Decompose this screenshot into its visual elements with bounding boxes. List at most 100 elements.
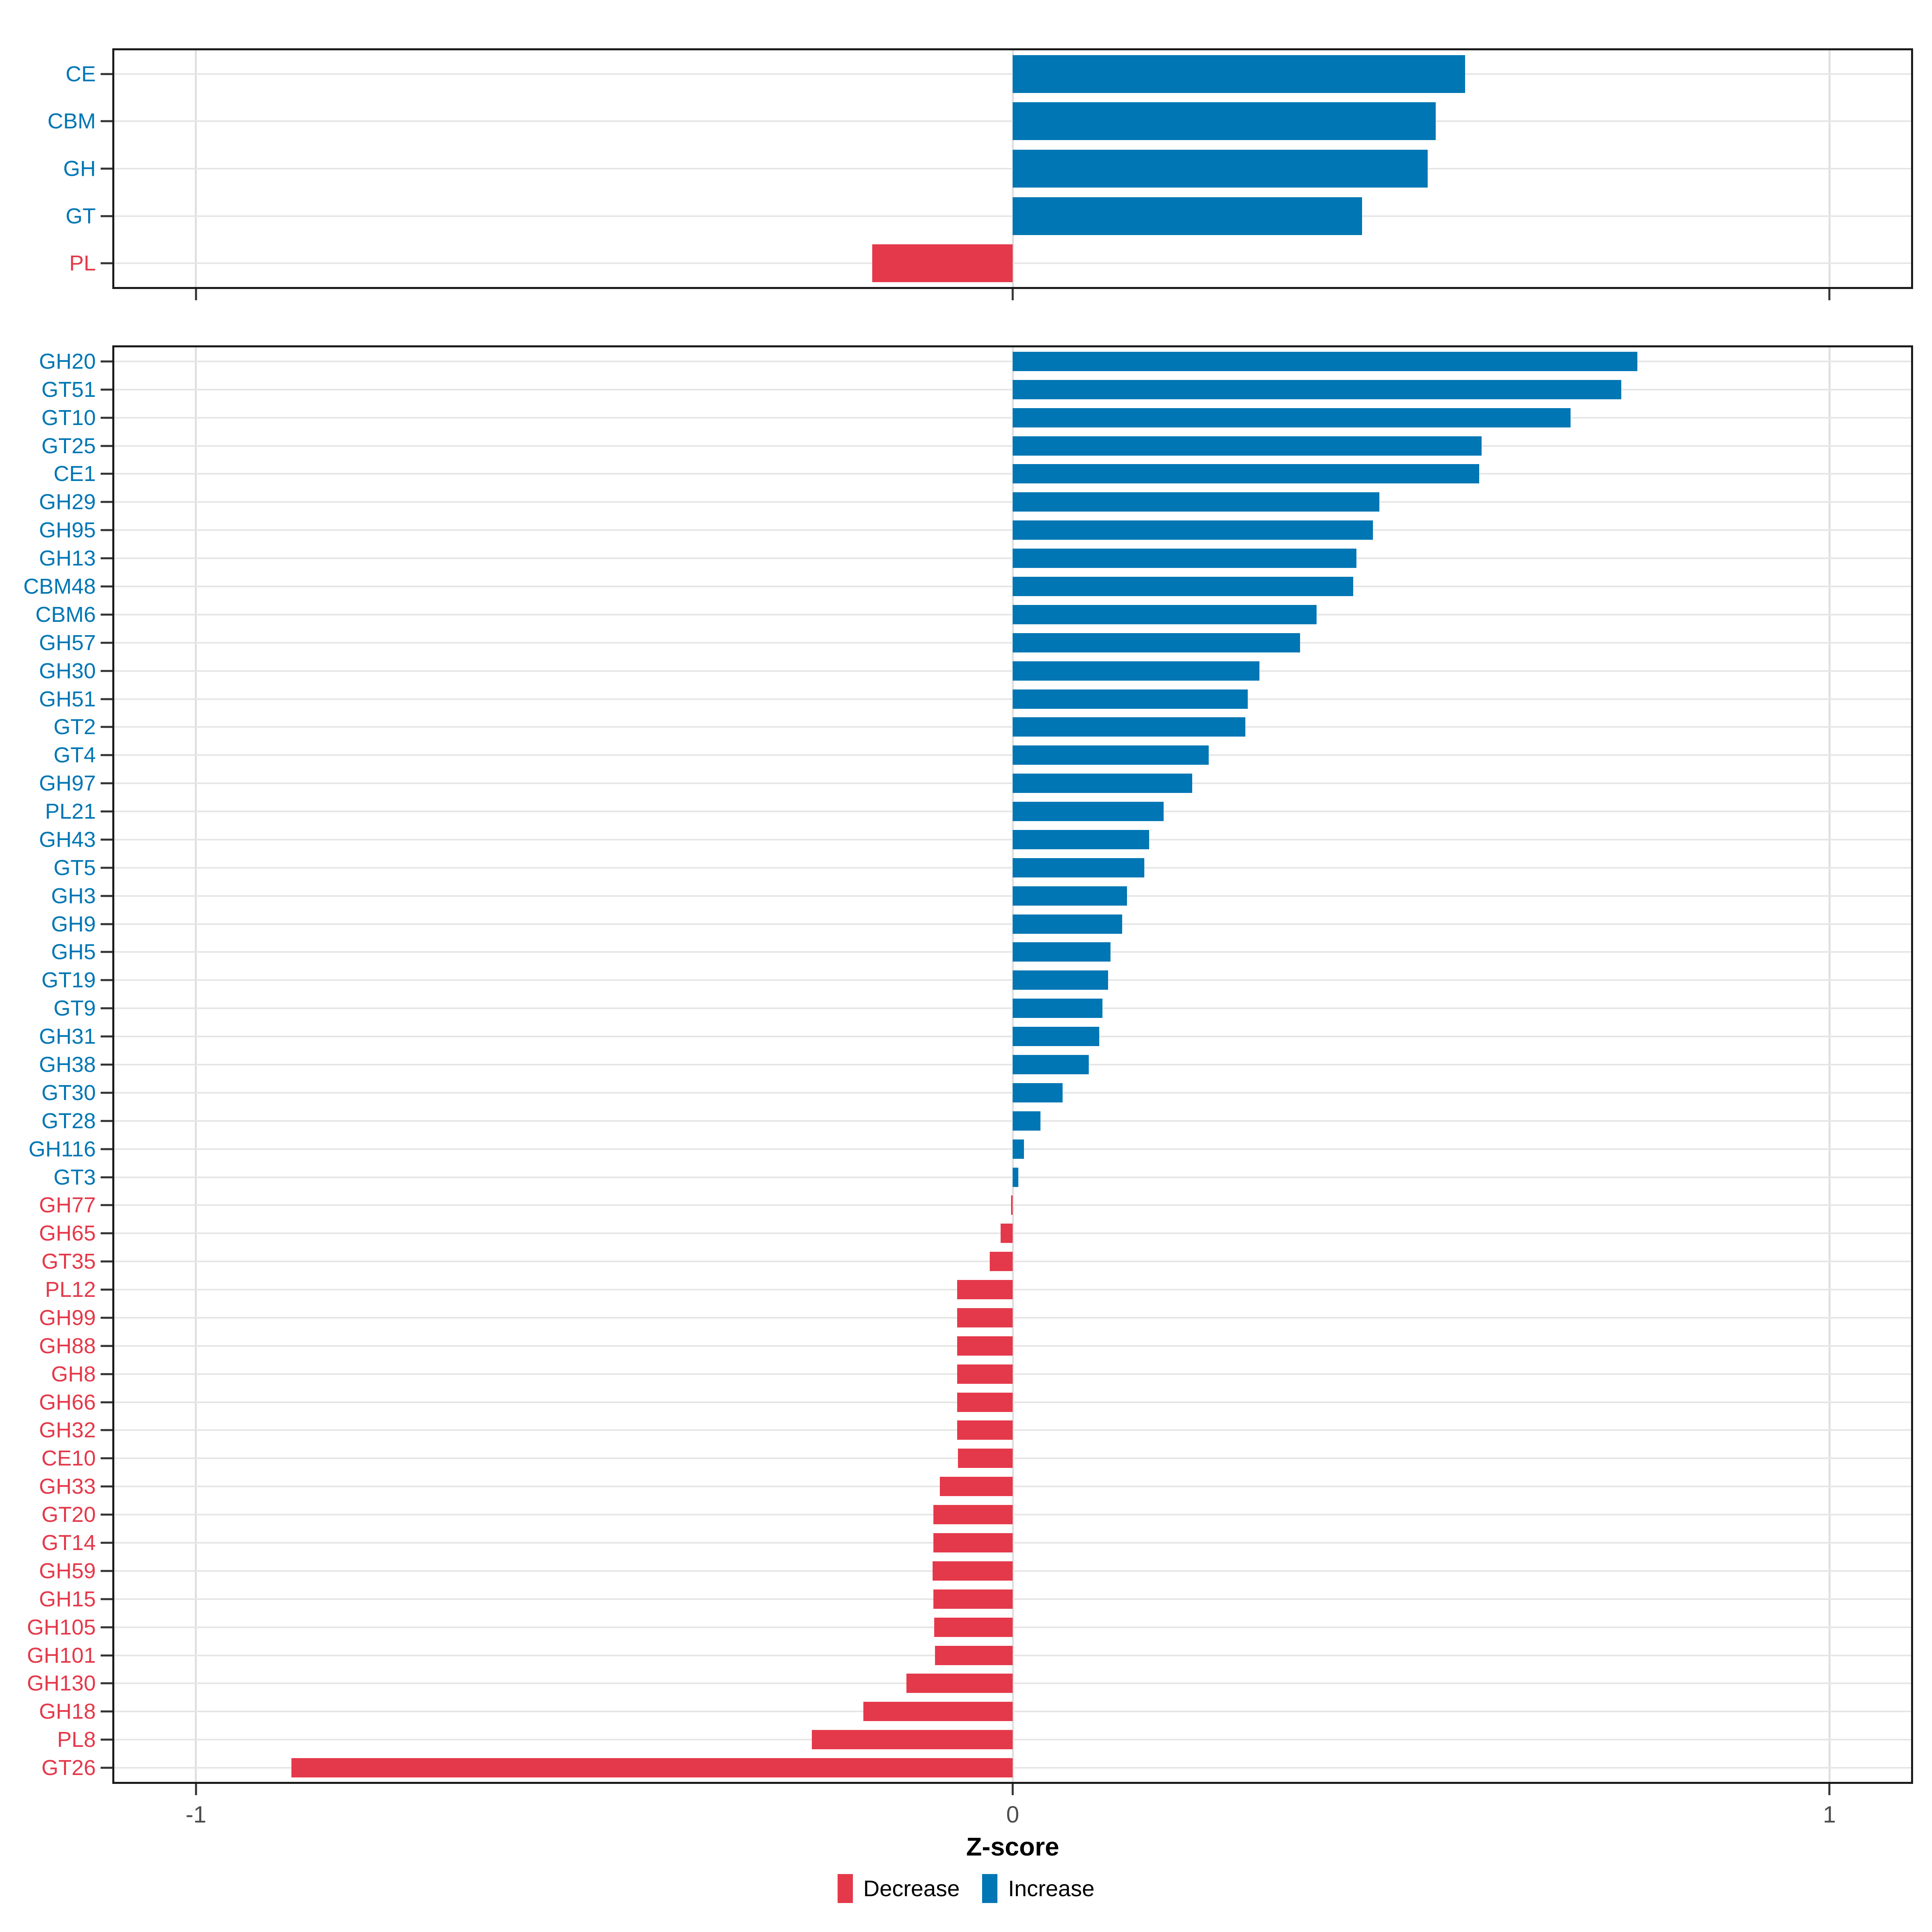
class-panel	[112, 48, 1913, 289]
gridline-row	[114, 1401, 1911, 1403]
x-tick--1	[195, 1784, 197, 1795]
bar-GH77	[1011, 1195, 1013, 1215]
category-label-GH88: GH88	[39, 1333, 96, 1358]
x-tick-label-0: 0	[1006, 1802, 1020, 1828]
bar-GT28	[1013, 1111, 1040, 1131]
y-tick-GH77	[101, 1204, 112, 1206]
y-tick-GH105	[101, 1626, 112, 1629]
category-label-CBM: CBM	[47, 109, 96, 134]
y-tick-GH32	[101, 1429, 112, 1431]
category-label-GH59: GH59	[39, 1558, 96, 1583]
bar-PL8	[811, 1730, 1013, 1750]
category-label-GH9: GH9	[51, 912, 96, 936]
bar-GH29	[1013, 492, 1380, 512]
category-label-GH: GH	[63, 157, 96, 181]
y-tick-GT19	[101, 979, 112, 981]
y-tick-GH20	[101, 360, 112, 363]
category-label-GT2: GT2	[53, 715, 96, 739]
category-label-GT20: GT20	[41, 1503, 96, 1527]
y-tick-GH51	[101, 698, 112, 700]
gridline-row	[114, 1457, 1911, 1459]
gridline-row	[114, 1204, 1911, 1206]
bar-PL	[872, 244, 1013, 283]
category-label-CE: CE	[65, 62, 96, 86]
bar-GT25	[1013, 436, 1482, 456]
gridline-row	[114, 1711, 1911, 1713]
gridline-row	[114, 1486, 1911, 1488]
bar-GT	[1013, 197, 1362, 235]
gridline-row	[114, 1570, 1911, 1572]
y-tick-CBM	[101, 120, 112, 122]
y-tick-GT14	[101, 1542, 112, 1544]
bar-CBM48	[1013, 577, 1354, 596]
category-label-GH57: GH57	[39, 630, 96, 655]
y-tick-GT2	[101, 726, 112, 728]
bar-GT26	[291, 1758, 1013, 1778]
category-label-GH18: GH18	[39, 1699, 96, 1724]
category-label-GH130: GH130	[27, 1671, 96, 1696]
class-panel-plot-area	[114, 50, 1911, 287]
y-tick-GT10	[101, 417, 112, 419]
bar-GT14	[933, 1533, 1013, 1552]
category-label-GT10: GT10	[41, 405, 96, 430]
y-tick-GH43	[101, 838, 112, 841]
bar-CE1	[1013, 464, 1479, 484]
y-tick-GH29	[101, 501, 112, 503]
x-tick-0	[1011, 1784, 1014, 1795]
x-axis-title: Z-score	[966, 1832, 1059, 1861]
category-label-GT26: GT26	[41, 1756, 96, 1780]
x-tick-1	[1828, 289, 1831, 300]
category-label-CBM6: CBM6	[35, 602, 96, 627]
category-label-PL21: PL21	[45, 799, 96, 824]
category-label-GH31: GH31	[39, 1024, 96, 1049]
bar-CBM	[1013, 102, 1436, 140]
bar-GT20	[933, 1505, 1013, 1525]
bar-GT35	[990, 1252, 1013, 1271]
y-tick-GH15	[101, 1598, 112, 1600]
bar-CE	[1013, 55, 1466, 93]
bar-CE10	[958, 1449, 1013, 1468]
category-label-GT: GT	[66, 204, 96, 228]
gridline-row	[114, 1345, 1911, 1347]
y-tick-GT20	[101, 1513, 112, 1516]
y-tick-CE1	[101, 473, 112, 475]
gridline-row	[114, 262, 1911, 264]
bar-GH31	[1013, 1027, 1100, 1046]
category-label-GT9: GT9	[53, 996, 96, 1021]
bar-GH	[1013, 150, 1428, 188]
category-label-GT30: GT30	[41, 1080, 96, 1105]
y-tick-GH65	[101, 1232, 112, 1234]
gridline-row	[114, 1682, 1911, 1684]
y-tick-GT25	[101, 445, 112, 447]
bar-GH105	[934, 1617, 1013, 1637]
bar-GH88	[957, 1336, 1013, 1356]
legend-label-decrease: Decrease	[863, 1876, 960, 1901]
category-label-GH38: GH38	[39, 1053, 96, 1077]
bar-GH32	[957, 1420, 1013, 1440]
x-tick-0	[1011, 289, 1014, 300]
y-tick-GH99	[101, 1317, 112, 1319]
bar-GH65	[1000, 1224, 1013, 1243]
y-tick-GH9	[101, 923, 112, 925]
bar-GH38	[1013, 1055, 1089, 1074]
y-tick-GH31	[101, 1035, 112, 1038]
family-panel	[112, 345, 1913, 1784]
category-label-PL: PL	[69, 251, 96, 276]
legend-item-decrease: Decrease	[837, 1874, 960, 1903]
x-tick--1	[195, 289, 197, 300]
y-tick-PL21	[101, 810, 112, 813]
category-label-GH66: GH66	[39, 1390, 96, 1414]
y-tick-GH57	[101, 642, 112, 644]
bar-GH33	[940, 1477, 1013, 1496]
bar-GH15	[933, 1589, 1013, 1609]
bar-GH116	[1013, 1139, 1024, 1159]
gridline-row	[114, 1514, 1911, 1516]
y-tick-GH101	[101, 1654, 112, 1657]
category-label-CE10: CE10	[41, 1446, 96, 1471]
y-tick-GH3	[101, 895, 112, 897]
category-label-GT3: GT3	[53, 1165, 96, 1189]
bar-GH97	[1013, 774, 1193, 793]
gridline-row	[114, 1261, 1911, 1263]
y-tick-GT51	[101, 388, 112, 391]
category-label-GH29: GH29	[39, 490, 96, 514]
